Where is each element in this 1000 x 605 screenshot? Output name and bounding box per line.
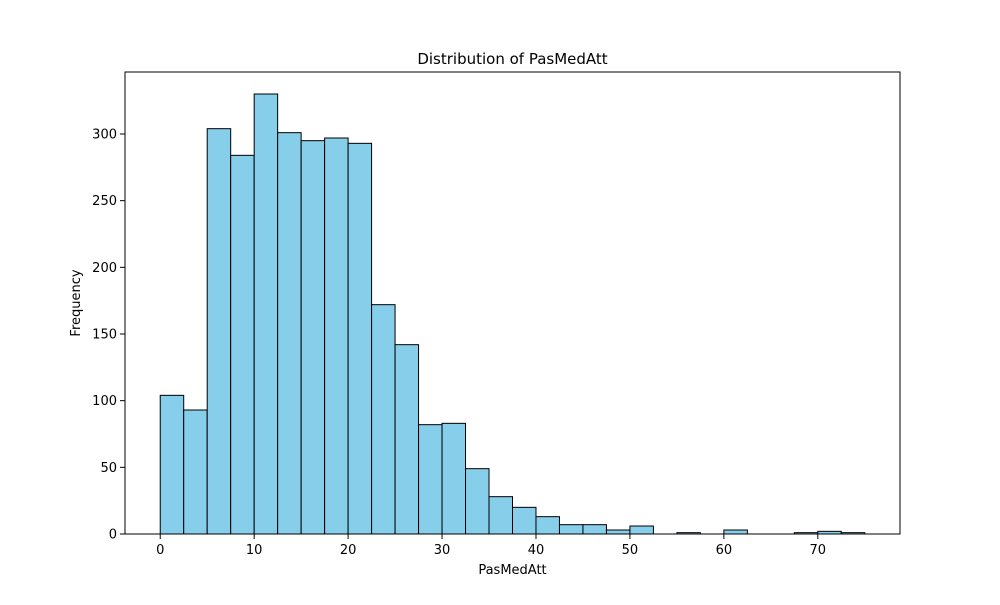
y-tick-label: 0 <box>109 528 117 543</box>
x-tick-label: 70 <box>810 543 827 558</box>
histogram-bar <box>324 137 349 535</box>
histogram-bar <box>206 128 232 535</box>
x-tick-label: 30 <box>434 543 451 558</box>
y-tick-label: 50 <box>100 461 117 476</box>
histogram-bar <box>512 506 537 535</box>
x-tick-label: 20 <box>340 543 357 558</box>
x-tick-label: 10 <box>246 543 263 558</box>
x-tick-label: 60 <box>716 543 733 558</box>
bars-group <box>159 93 866 535</box>
x-axis-ticks: 0 10 20 30 40 50 60 70 <box>156 534 826 558</box>
y-tick-label: 100 <box>92 394 117 409</box>
histogram-bar <box>394 344 420 535</box>
histogram-bar <box>159 394 185 535</box>
histogram-bar <box>488 496 513 535</box>
x-tick-label: 0 <box>156 543 164 558</box>
histogram-bar <box>183 409 208 535</box>
x-tick-label: 50 <box>622 543 639 558</box>
histogram-bar <box>230 154 255 535</box>
y-axis-label: Frequency <box>69 269 84 336</box>
x-axis-label: PasMedAtt <box>478 563 546 578</box>
histogram-bar <box>465 468 490 535</box>
y-tick-label: 150 <box>92 328 117 343</box>
histogram-bar <box>558 524 584 535</box>
histogram-bar <box>300 140 326 535</box>
y-axis-ticks: 0 50 100 150 200 250 300 <box>92 128 125 543</box>
plot-frame <box>124 71 901 535</box>
y-tick-label: 200 <box>92 261 117 276</box>
histogram-bar <box>347 142 373 535</box>
histogram-bar <box>582 524 607 535</box>
chart-title: Distribution of PasMedAtt <box>417 50 607 68</box>
y-tick-label: 300 <box>92 128 117 143</box>
histogram-bar <box>605 529 631 535</box>
histogram-bar <box>441 422 467 535</box>
y-tick-label: 250 <box>92 194 117 209</box>
histogram-bar <box>371 304 396 535</box>
histogram-bar <box>418 424 443 535</box>
histogram-bar <box>723 529 748 535</box>
histogram-bar <box>535 516 560 535</box>
histogram-bar <box>253 93 279 535</box>
histogram-bar <box>629 525 654 535</box>
histogram-bar <box>277 132 302 535</box>
x-tick-label: 40 <box>528 543 545 558</box>
